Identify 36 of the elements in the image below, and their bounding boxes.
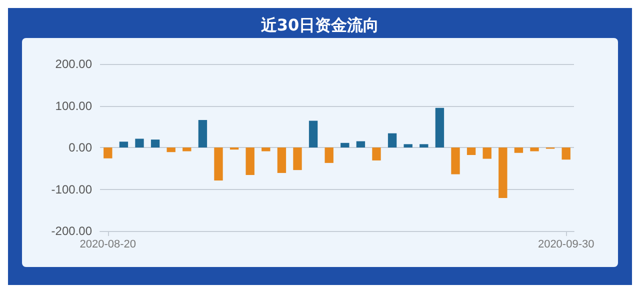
- bar: [293, 148, 302, 170]
- bar: [324, 148, 334, 163]
- y-tick-label: -200.00: [51, 224, 92, 238]
- bar: [451, 148, 460, 174]
- bar: [404, 144, 412, 148]
- x-tick-label: 2020-09-30: [538, 238, 594, 250]
- x-tick-label: 2020-08-20: [80, 238, 136, 250]
- bar: [166, 148, 176, 152]
- bar: [135, 138, 144, 148]
- bar: [372, 148, 381, 160]
- y-tick-label: 0.00: [68, 140, 92, 154]
- bar: [562, 148, 570, 160]
- bar: [104, 148, 112, 158]
- y-tick-label: 200.00: [55, 57, 92, 71]
- chart-title: 近30日资金流向: [260, 16, 380, 34]
- bar: [308, 120, 318, 148]
- bar: [150, 140, 160, 148]
- bar: [119, 142, 128, 148]
- bar: [198, 120, 208, 148]
- y-tick-label: 100.00: [55, 98, 92, 113]
- bar: [435, 108, 444, 148]
- bar: [482, 148, 492, 159]
- bar: [530, 148, 539, 152]
- bar: [246, 148, 254, 176]
- bar: [182, 148, 192, 152]
- bar: [356, 141, 366, 148]
- bar: [262, 148, 270, 152]
- bar: [514, 148, 524, 153]
- bar: [466, 148, 476, 156]
- bar: [340, 142, 350, 148]
- bar: [277, 148, 286, 173]
- bar: [214, 148, 223, 180]
- bar: [498, 148, 508, 198]
- bar: [388, 133, 397, 148]
- bar: [420, 144, 428, 148]
- y-tick-label: -100.00: [51, 182, 92, 196]
